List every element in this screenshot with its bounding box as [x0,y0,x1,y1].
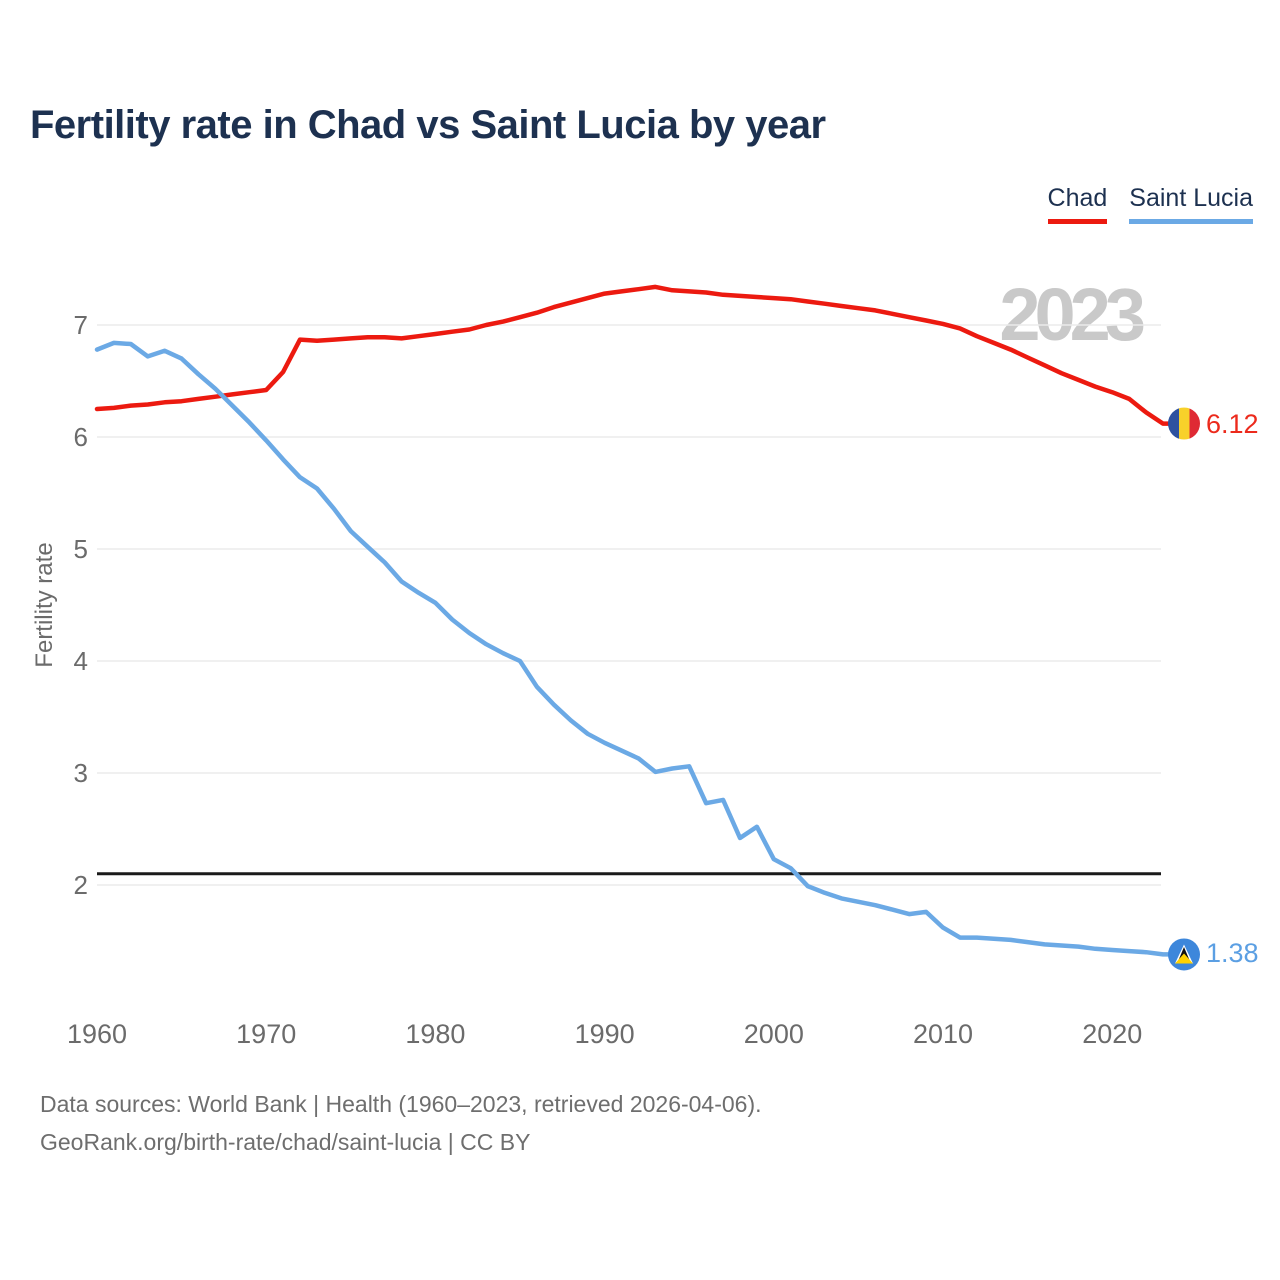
attribution-text: GeoRank.org/birth-rate/chad/saint-lucia … [40,1129,531,1155]
saint-lucia-end-value: 1.38 [1206,938,1259,968]
y-tick-label: 2 [74,870,88,900]
legend-item-saint-lucia[interactable]: Saint Lucia [1129,184,1253,224]
x-tick-label: 1970 [236,1019,296,1049]
y-tick-label: 6 [74,422,88,452]
watermark-year: 2023 [999,273,1146,356]
legend-item-chad[interactable]: Chad [1047,184,1108,224]
legend: Chad Saint Lucia [1047,184,1253,224]
x-tick-label: 1980 [405,1019,465,1049]
grid-layer [97,324,1161,886]
y-tick-label: 5 [74,534,88,564]
y-tick-label: 4 [74,646,88,676]
y-tick-label: 7 [74,310,88,340]
series-line-chad [94,284,1172,426]
x-tick-label: 1990 [575,1019,635,1049]
x-tick-label: 2000 [744,1019,804,1049]
line-layer [94,284,1172,957]
page-title: Fertility rate in Chad vs Saint Lucia by… [30,103,826,147]
data-sources-text: Data sources: World Bank | Health (1960–… [40,1091,762,1117]
tick-layer: 7 6 5 4 3 2 1960 1970 1980 1990 2000 2010 2020 [67,310,1142,1049]
saint-lucia-flag-icon [1168,938,1200,971]
x-tick-label: 2010 [913,1019,973,1049]
series-line-saint-lucia [94,340,1172,957]
x-tick-label: 1960 [67,1019,127,1049]
chad-end-value: 6.12 [1206,409,1259,439]
fertility-chart: 7 6 5 4 3 2 1960 1970 1980 1990 2000 2010 2020 [67,284,1200,1049]
y-tick-label: 3 [74,758,88,788]
chad-flag-icon [1168,407,1200,440]
footer: Data sources: World Bank | Health (1960–… [40,1085,762,1161]
x-tick-label: 2020 [1082,1019,1142,1049]
